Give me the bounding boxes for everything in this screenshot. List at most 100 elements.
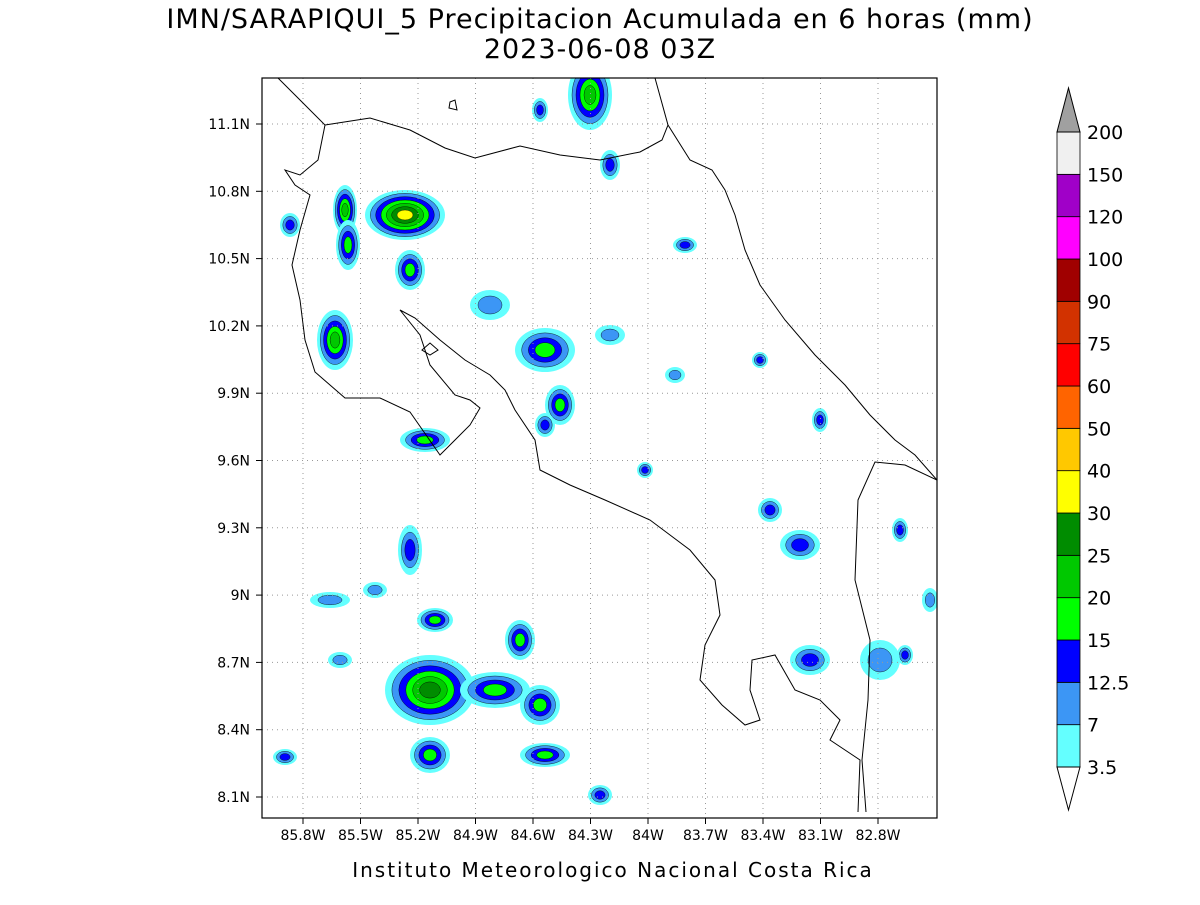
colorbar-swatch [1056,554,1081,599]
lat-label: 9.3N [217,521,250,537]
lat-label: 9.6N [217,454,250,470]
colorbar-under [1056,766,1081,812]
rain-cell [605,158,615,172]
map-frame [261,77,938,819]
rain-cell [483,683,507,697]
colorbar-label: 3.5 [1087,757,1117,779]
colorbar-label: 100 [1087,249,1123,271]
rain-cell [867,647,893,673]
lat-label: 9.9N [217,386,250,402]
colorbar-label: 7 [1087,715,1099,737]
lon-label: 84.3W [568,828,613,844]
lon-label: 84.9W [453,828,498,844]
colorbar-swatch [1056,724,1081,768]
rain-cell [396,209,414,221]
colorbar-label: 120 [1087,207,1123,229]
colorbar-swatch [1056,173,1081,218]
colorbar-swatch [1056,131,1081,175]
lat-label: 10.2N [208,319,250,335]
rain-cell [554,398,566,412]
colorbar-label: 75 [1087,334,1111,356]
rain-cell [641,466,649,474]
rain-cell [816,414,824,426]
rain-cell [540,419,550,431]
lat-label: 8.1N [217,790,250,806]
subtitle: 2023-06-08 03Z [484,34,716,65]
rain-cell [416,435,434,445]
footer: Instituto Meteorologico Nacional Costa R… [352,858,874,882]
rain-cell [536,750,554,760]
lon-label: 84.6W [510,828,555,844]
lon-label: 85.8W [280,828,325,844]
rain-cell [536,104,544,116]
colorbar-swatch [1056,512,1081,556]
rain-cell [404,539,416,561]
rain-cell [477,295,503,315]
rain-cell [896,524,904,536]
lon-label: 83.1W [798,828,843,844]
lat-label: 9N [231,588,250,604]
colorbar-swatch [1056,427,1081,472]
rain-cell [901,650,909,660]
rain-cell [428,615,442,625]
colorbar-swatch [1056,343,1081,387]
rain-cell [534,342,556,358]
colorbar-label: 50 [1087,418,1111,440]
lon-label: 85.2W [395,828,440,844]
colorbar-label: 25 [1087,545,1111,567]
pacific-coast [277,78,861,813]
colorbar-swatch [1056,385,1081,429]
rain-cell [367,585,383,596]
colorbar: 3.5 7 12.5 15 20 25 30 40 50 60 75 90 100 120 150 200 [1056,86,1129,812]
colorbar-swatch [1056,681,1081,726]
rain-cell [925,592,936,608]
colorbar-label: 12.5 [1087,672,1129,694]
rain-cell [801,653,819,667]
rain-cell [341,202,349,218]
colorbar-label: 30 [1087,503,1111,525]
rain-cell [343,236,353,254]
rain-cell [756,356,764,364]
colorbar-label: 15 [1087,630,1111,652]
colorbar-swatch [1056,470,1081,514]
rain-cell [600,328,620,342]
colorbar-label: 150 [1087,164,1123,186]
caribbean-coast [654,78,937,481]
rain-cell [791,538,809,552]
nicaragua-border [324,117,669,161]
lon-label: 84W [632,828,664,844]
colorbar-label: 20 [1087,588,1111,610]
rain-cell [423,748,437,762]
colorbar-label: 90 [1087,291,1111,313]
rain-cell [533,698,547,712]
lon-label: 82.8W [855,828,900,844]
lat-label: 8.7N [217,655,250,671]
graticule: 85.8W 85.5W 85.2W 84.9W 84.6W 84.3W 84W 83.7W 83… [208,78,937,844]
rain-cell [419,681,441,699]
lat-label: 10.5N [208,252,250,268]
colorbar-swatch [1056,300,1081,345]
rain-cell [668,370,682,381]
coastlines [277,78,937,813]
rain-cell [279,753,291,761]
colorbar-swatch [1056,639,1081,683]
colorbar-swatch [1056,216,1081,260]
rain-cell [514,633,526,647]
rain-cell [594,790,606,800]
title: IMN/SARAPIQUI_5 Precipitacion Acumulada … [166,4,1033,35]
rain-cell [317,595,343,606]
colorbar-swatch [1056,258,1081,302]
colorbar-label: 60 [1087,376,1111,398]
rain-cell [764,504,776,516]
lon-label: 83.7W [683,828,728,844]
lat-label: 8.4N [217,723,250,739]
rain-cell [679,241,691,249]
colorbar-label: 40 [1087,461,1111,483]
lat-label: 11.1N [208,117,250,133]
lon-label: 83.4W [740,828,785,844]
lon-label: 85.5W [338,828,383,844]
island [421,342,439,356]
panama-border [854,461,937,813]
